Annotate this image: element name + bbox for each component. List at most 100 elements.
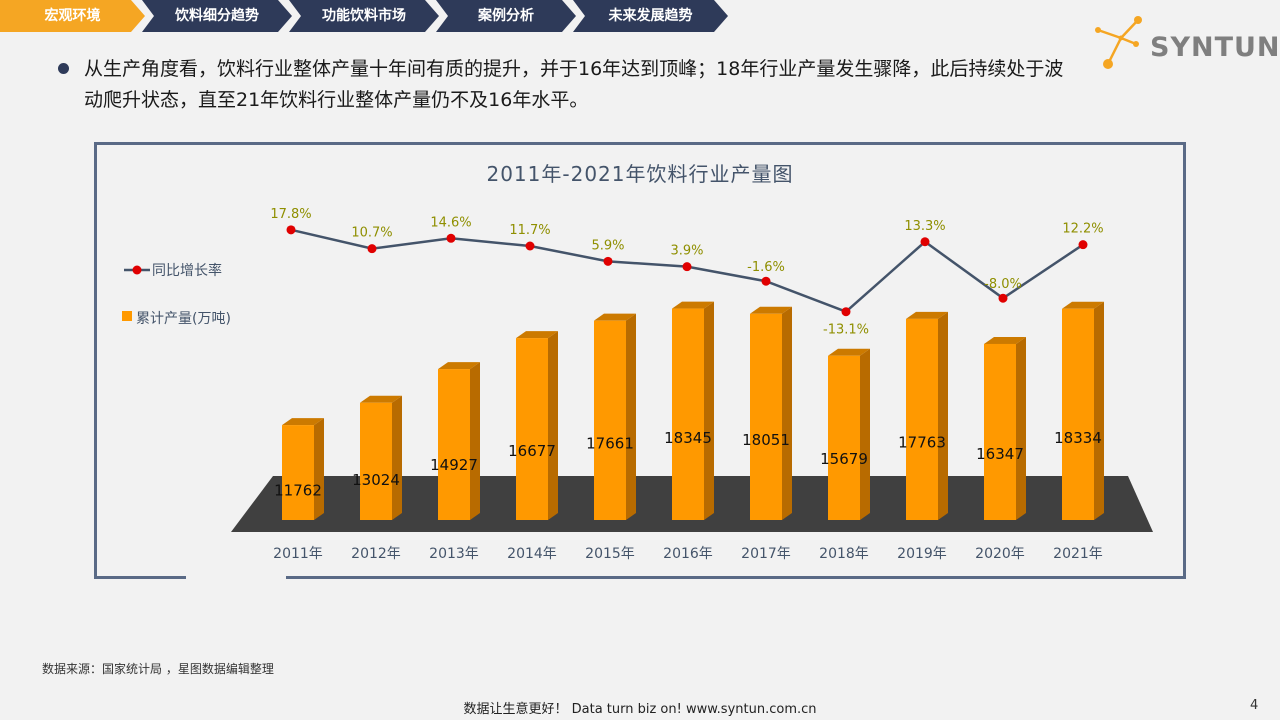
bar-top [282, 418, 324, 426]
bar [516, 338, 548, 520]
growth-point [525, 241, 535, 251]
growth-point [841, 307, 851, 317]
x-tick-label: 2019年 [897, 546, 947, 562]
chart-frame-top [94, 142, 1186, 145]
legend-bar-sample [122, 311, 132, 321]
bar-side [938, 311, 948, 520]
growth-label: 12.2% [1062, 222, 1103, 237]
nav-tab-label: 案例分析 [478, 8, 534, 24]
nav-tab-2[interactable]: 饮料细分趋势 [142, 0, 292, 32]
syntun-logo: SYNTUN [1086, 14, 1280, 74]
x-tick-label: 2015年 [585, 546, 635, 562]
chart-frame-left [94, 142, 97, 579]
growth-label: 5.9% [591, 238, 624, 253]
bar-top [594, 313, 636, 321]
nav-tab-label: 饮料细分趋势 [175, 8, 259, 24]
bar-top [516, 331, 558, 339]
x-tick-label: 2013年 [429, 546, 479, 562]
bar [594, 320, 626, 520]
bar [828, 355, 860, 520]
bar [360, 402, 392, 520]
legend-bar-label: 累计产量(万吨) [136, 311, 231, 327]
bar [672, 308, 704, 520]
bar-top [750, 306, 792, 314]
growth-point [682, 262, 692, 272]
growth-point [998, 293, 1008, 303]
bar-value-label: 18345 [664, 429, 712, 447]
legend-growth-rate: 同比增长率 [122, 260, 222, 280]
growth-point [1078, 240, 1088, 250]
nav-tab-label: 未来发展趋势 [608, 8, 693, 24]
nav-tab-4[interactable]: 案例分析 [436, 0, 576, 32]
legend-output: 累计产量(万吨) [122, 308, 231, 328]
growth-label: -13.1% [823, 323, 869, 338]
growth-point [446, 233, 456, 243]
bar-top [828, 348, 870, 356]
bar-side [1016, 336, 1026, 520]
x-tick-label: 2018年 [819, 546, 869, 562]
growth-label: 13.3% [904, 219, 945, 234]
growth-label: -1.6% [747, 260, 785, 275]
bar-value-label: 16677 [508, 442, 556, 460]
growth-label: 14.6% [430, 215, 471, 230]
chart-frame-right [1183, 142, 1186, 579]
bar-top [906, 311, 948, 319]
bar-value-label: 18051 [742, 431, 790, 449]
legend-line-label: 同比增长率 [152, 263, 222, 279]
chart-frame-bottom-right [286, 576, 1186, 579]
bar-value-label: 17763 [898, 433, 946, 451]
bar [1062, 308, 1094, 520]
bar [282, 425, 314, 520]
bar-side [392, 395, 402, 520]
molecule-logo-icon [1095, 16, 1142, 69]
growth-point [286, 225, 296, 235]
bar-top [360, 395, 402, 403]
bar [984, 343, 1016, 520]
nav-tab-label: 宏观环境 [44, 8, 101, 24]
x-tick-label: 2012年 [351, 546, 401, 562]
bar-side [704, 301, 714, 520]
bar [750, 313, 782, 520]
bar-side [314, 418, 324, 520]
bar-side [1094, 301, 1104, 520]
nav-tab-label: 功能饮料市场 [322, 8, 406, 24]
bar [906, 318, 938, 520]
growth-label: 17.8% [270, 207, 311, 222]
growth-label: 11.7% [509, 223, 550, 238]
bar-side [782, 306, 792, 520]
growth-label: 3.9% [670, 244, 703, 259]
legend-marker-sample [132, 265, 142, 275]
growth-label: 10.7% [351, 226, 392, 241]
bar-side [626, 313, 636, 520]
data-source: 数据来源：国家统计局 ，星图数据编辑整理 [42, 662, 274, 676]
chart-frame-bottom-left [94, 576, 186, 579]
bar-value-label: 16347 [976, 445, 1024, 463]
bar-top [438, 362, 480, 370]
nav-tab-1[interactable]: 宏观环境 [0, 0, 145, 32]
bar-value-label: 14927 [430, 456, 478, 474]
nav-tab-5[interactable]: 未来发展趋势 [573, 0, 728, 32]
x-tick-label: 2021年 [1053, 546, 1103, 562]
x-tick-label: 2016年 [663, 546, 713, 562]
x-tick-label: 2014年 [507, 546, 557, 562]
x-tick-label: 2011年 [273, 546, 323, 562]
bar-value-label: 15679 [820, 450, 868, 468]
nav-tab-3[interactable]: 功能饮料市场 [289, 0, 439, 32]
bar-top [984, 336, 1026, 344]
chart-title: 2011年-2021年饮料行业产量图 [486, 162, 794, 186]
logo-text: SYNTUN [1150, 32, 1280, 63]
bar-value-label: 18334 [1054, 429, 1102, 447]
bar-side [548, 331, 558, 520]
growth-point [603, 256, 613, 266]
bar-value-label: 13024 [352, 471, 400, 489]
summary-paragraph: 从生产角度看，饮料行业整体产量十年间有质的提升，并于16年达到顶峰；18年行业产… [84, 58, 1064, 111]
bar [438, 369, 470, 520]
page-number: 4 [1250, 698, 1259, 713]
bar-top [1062, 301, 1104, 309]
bar-side [860, 348, 870, 520]
bar-top [672, 301, 714, 309]
bar-value-label: 11762 [274, 481, 322, 499]
top-nav: 宏观环境 饮料细分趋势 功能饮料市场 案例分析 未来发展趋势 [0, 0, 760, 32]
x-tick-label: 2017年 [741, 546, 791, 562]
